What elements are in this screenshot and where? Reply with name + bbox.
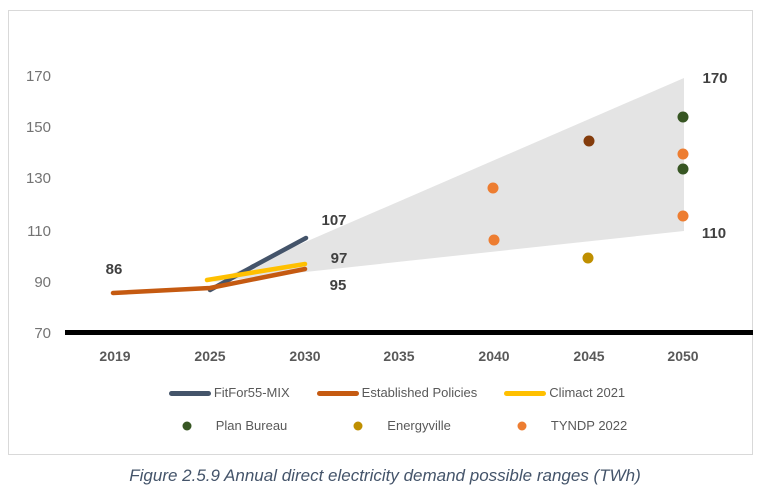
plan-bureau-point-2050-134 (677, 163, 689, 175)
legend-item-fitfor55-mix: FitFor55-MIX (168, 385, 290, 400)
climact-2021-line (204, 261, 308, 283)
y-tick-70: 70 (34, 325, 51, 342)
y-tick-130: 130 (26, 170, 51, 187)
legend-label: Energyville (387, 418, 451, 433)
established-policies-line-swatch-icon (316, 390, 359, 396)
legend-item-energyville: Energyville (353, 418, 451, 433)
legend-label: FitFor55-MIX (213, 385, 290, 400)
plan-bureau-dot-swatch-icon (182, 421, 192, 430)
y-tick-90: 90 (34, 274, 51, 291)
label-95: 95 (330, 277, 347, 294)
tyndp-point-2040-127 (487, 182, 499, 194)
tyndp-point-2050-116 (677, 210, 689, 222)
label-170: 170 (702, 70, 727, 87)
legend-item-tyndp-2022: TYNDP 2022 (517, 418, 627, 433)
figure-caption: Figure 2.5.9 Annual direct electricity d… (129, 466, 641, 485)
y-tick-170: 170 (26, 68, 51, 85)
tyndp-point-2050-140 (677, 148, 689, 160)
x-tick-2040: 2040 (478, 348, 509, 364)
legend-row-points: Plan Bureau Energyville TYNDP 2022 (33, 418, 770, 433)
legend-row-lines: FitFor55-MIX Established Policies Climac… (25, 385, 768, 400)
legend-item-established-policies: Established Policies (316, 385, 478, 400)
tyndp-2022-dot-swatch-icon (517, 421, 527, 430)
x-tick-2045: 2045 (573, 348, 604, 364)
legend-item-plan-bureau: Plan Bureau (182, 418, 288, 433)
tyndp-point-2040-106 (488, 234, 500, 246)
y-tick-150: 150 (26, 119, 51, 136)
fitfor55-mix-line-swatch-icon (168, 390, 211, 396)
x-axis-line (65, 330, 753, 335)
plan-bureau-point-2050-154 (677, 111, 689, 123)
legend-label: Established Policies (361, 385, 478, 400)
label-86: 86 (106, 261, 123, 278)
x-tick-2035: 2035 (383, 348, 414, 364)
label-107: 107 (321, 212, 346, 229)
dark-brown-point-2045-145 (583, 135, 595, 147)
label-110: 110 (702, 225, 726, 242)
x-tick-2030: 2030 (289, 348, 320, 364)
demand-range-chart: 170 150 130 110 90 70 2019 2025 2030 203… (26, 68, 753, 364)
x-tick-2019: 2019 (99, 348, 130, 364)
legend-item-climact-2021: Climact 2021 (503, 385, 625, 400)
established-policies-line (110, 266, 308, 296)
legend-label: Plan Bureau (215, 418, 288, 433)
label-97: 97 (331, 250, 348, 267)
fitfor55-mix-line (249, 235, 309, 270)
climact-2021-line-swatch-icon (504, 390, 547, 396)
energyville-dot-swatch-icon (353, 421, 363, 430)
energyville-point-2045-100 (582, 252, 594, 264)
legend-label: Climact 2021 (549, 385, 626, 400)
y-tick-110: 110 (27, 223, 51, 240)
x-tick-2025: 2025 (194, 348, 225, 364)
range-band-area (213, 78, 684, 282)
legend-label: TYNDP 2022 (550, 418, 628, 433)
x-tick-2050: 2050 (667, 348, 698, 364)
chart-container: 170 150 130 110 90 70 2019 2025 2030 203… (8, 10, 753, 455)
